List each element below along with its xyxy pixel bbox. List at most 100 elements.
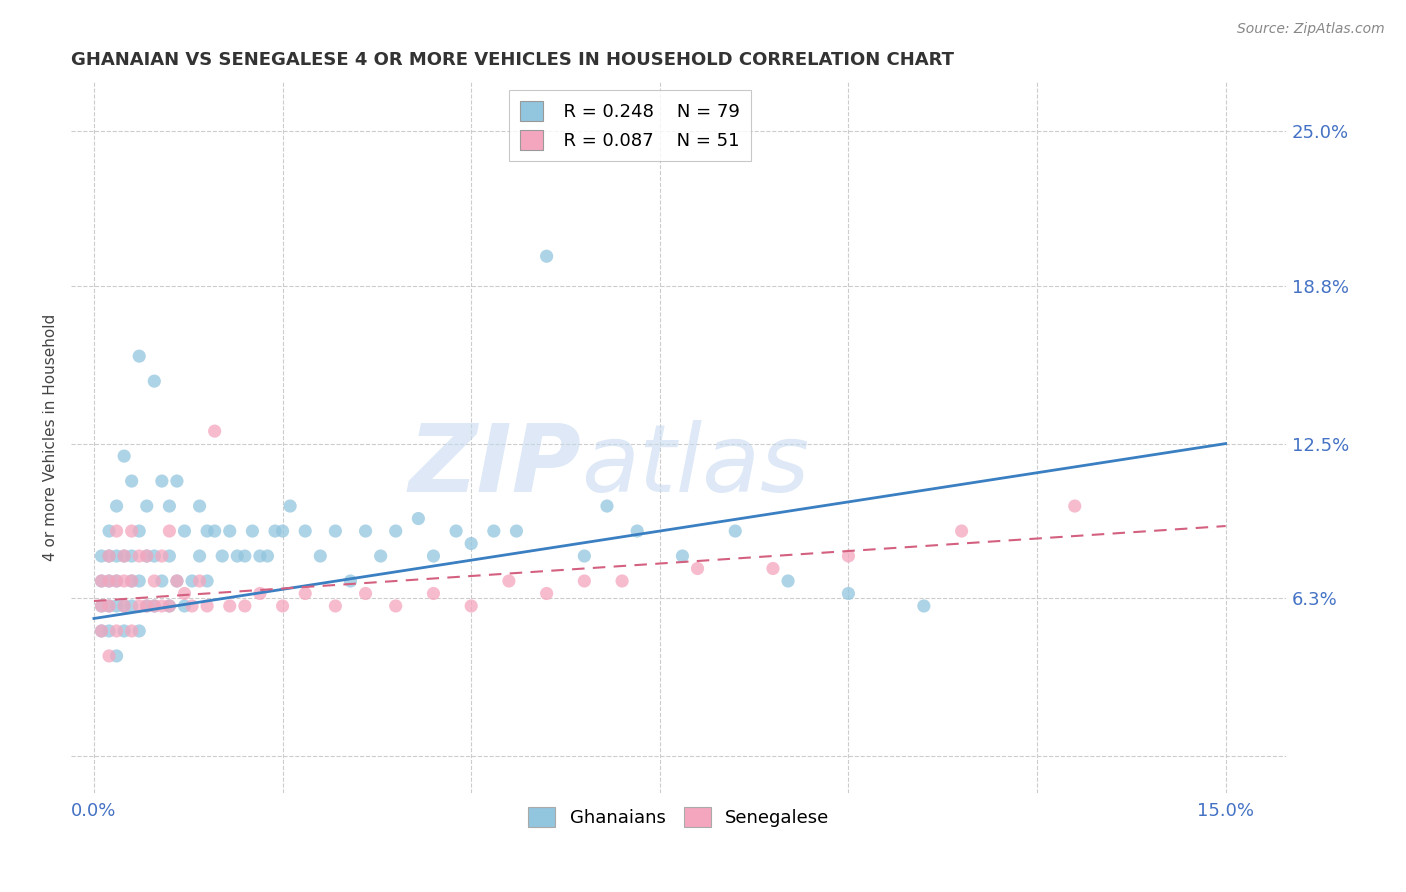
Point <box>498 574 520 588</box>
Point <box>173 586 195 600</box>
Point <box>105 524 128 538</box>
Point <box>354 586 377 600</box>
Point <box>460 536 482 550</box>
Point <box>724 524 747 538</box>
Point <box>98 549 121 563</box>
Point <box>325 599 347 613</box>
Point <box>218 524 240 538</box>
Point <box>143 599 166 613</box>
Point <box>271 524 294 538</box>
Point <box>226 549 249 563</box>
Point <box>166 474 188 488</box>
Point <box>112 624 135 638</box>
Point <box>135 599 157 613</box>
Point <box>90 574 112 588</box>
Point <box>112 574 135 588</box>
Point <box>610 574 633 588</box>
Point <box>422 549 444 563</box>
Point <box>166 574 188 588</box>
Point <box>384 599 406 613</box>
Point <box>105 599 128 613</box>
Point <box>112 449 135 463</box>
Point <box>233 599 256 613</box>
Point <box>90 599 112 613</box>
Point <box>837 586 859 600</box>
Legend: Ghanaians, Senegalese: Ghanaians, Senegalese <box>520 800 837 834</box>
Point <box>294 524 316 538</box>
Point <box>271 599 294 613</box>
Point <box>128 624 150 638</box>
Point <box>105 648 128 663</box>
Point <box>173 599 195 613</box>
Point <box>574 574 596 588</box>
Point <box>121 474 143 488</box>
Point <box>98 599 121 613</box>
Point <box>195 524 218 538</box>
Point <box>135 549 157 563</box>
Point <box>195 599 218 613</box>
Point <box>157 549 180 563</box>
Point <box>105 549 128 563</box>
Point <box>135 549 157 563</box>
Point <box>460 599 482 613</box>
Point <box>121 524 143 538</box>
Point <box>686 561 709 575</box>
Point <box>128 599 150 613</box>
Point <box>422 586 444 600</box>
Point <box>233 549 256 563</box>
Point <box>143 374 166 388</box>
Point <box>105 574 128 588</box>
Point <box>90 624 112 638</box>
Point <box>325 524 347 538</box>
Point <box>384 524 406 538</box>
Point <box>90 574 112 588</box>
Point <box>626 524 648 538</box>
Point <box>249 549 271 563</box>
Point <box>150 549 173 563</box>
Point <box>195 574 218 588</box>
Point <box>121 624 143 638</box>
Point <box>135 499 157 513</box>
Point <box>574 549 596 563</box>
Point <box>157 499 180 513</box>
Point <box>1063 499 1085 513</box>
Point <box>98 574 121 588</box>
Point <box>188 499 211 513</box>
Point <box>121 574 143 588</box>
Point <box>128 349 150 363</box>
Point <box>112 599 135 613</box>
Point <box>150 574 173 588</box>
Text: GHANAIAN VS SENEGALESE 4 OR MORE VEHICLES IN HOUSEHOLD CORRELATION CHART: GHANAIAN VS SENEGALESE 4 OR MORE VEHICLE… <box>72 51 955 69</box>
Point <box>204 524 226 538</box>
Point <box>181 599 204 613</box>
Point <box>256 549 278 563</box>
Point <box>370 549 392 563</box>
Point <box>90 599 112 613</box>
Point <box>408 511 430 525</box>
Point <box>188 574 211 588</box>
Point <box>121 574 143 588</box>
Point <box>211 549 233 563</box>
Point <box>98 624 121 638</box>
Point <box>166 574 188 588</box>
Point <box>112 549 135 563</box>
Point <box>173 524 195 538</box>
Point <box>121 599 143 613</box>
Point <box>143 549 166 563</box>
Point <box>157 599 180 613</box>
Point <box>143 574 166 588</box>
Point <box>98 524 121 538</box>
Point <box>671 549 693 563</box>
Point <box>242 524 264 538</box>
Point <box>135 599 157 613</box>
Point <box>121 549 143 563</box>
Point <box>105 499 128 513</box>
Point <box>249 586 271 600</box>
Point <box>354 524 377 538</box>
Point <box>90 624 112 638</box>
Point <box>98 648 121 663</box>
Point <box>264 524 287 538</box>
Point <box>762 561 785 575</box>
Y-axis label: 4 or more Vehicles in Household: 4 or more Vehicles in Household <box>44 314 58 561</box>
Point <box>444 524 467 538</box>
